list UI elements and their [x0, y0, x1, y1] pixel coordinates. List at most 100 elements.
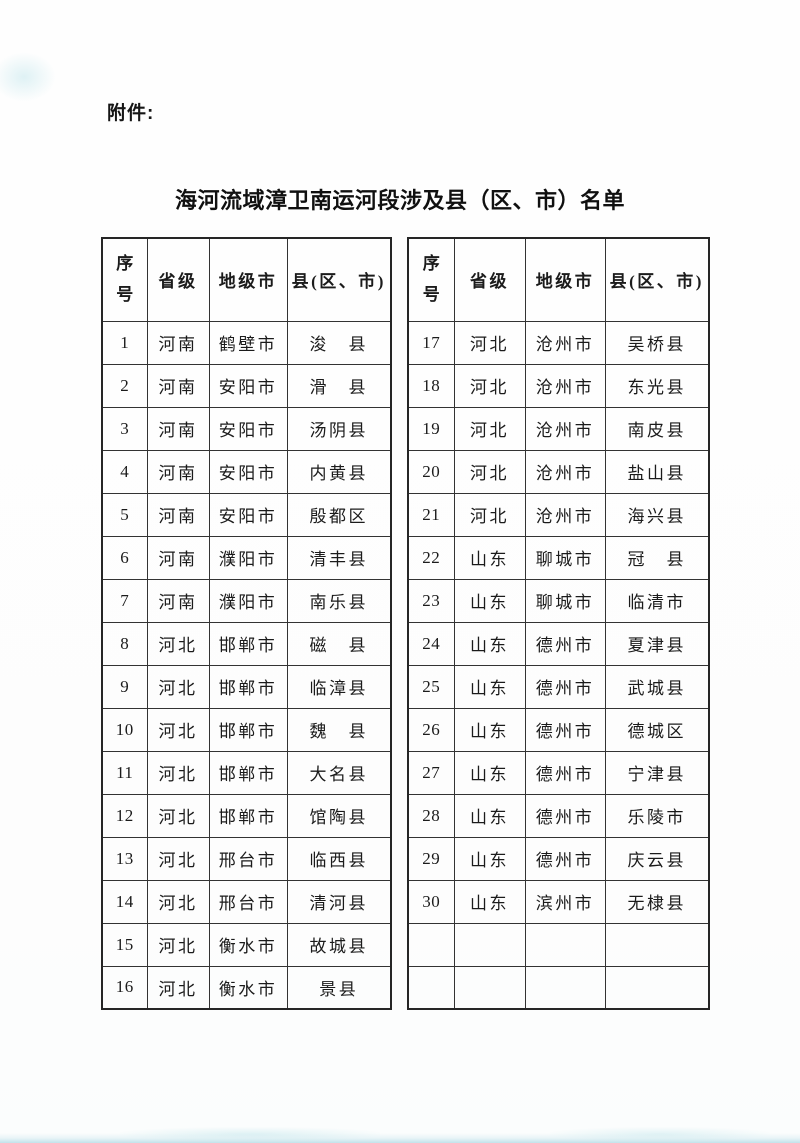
cell-county: 乐陵市: [604, 793, 710, 838]
county-table-left: 序号 省级 地级市 县(区、市) 1 河南 鹤壁市浚 县 2 河南 安阳市滑 县 3 河南 安阳…: [101, 237, 392, 1010]
cell-seq: 9: [101, 664, 148, 709]
county-table-right: 序号 省级 地级市 县(区、市) 17 河北 沧州市 吴桥县 18 河北 沧州市 东光县 19 河…: [407, 237, 710, 1010]
cell-province: 河南: [146, 320, 210, 365]
cell-county: [604, 922, 710, 967]
cell-county: 清河县: [286, 879, 392, 924]
table-body-left: 1 河南 鹤壁市浚 县 2 河南 安阳市滑 县 3 河南 安阳市 汤阴县 4 河南 安阳市 内黄县 5 河南安…: [101, 320, 392, 1010]
table-row: 25 山东 德州市 武城县: [407, 664, 710, 709]
cell-city: 邢台市: [208, 879, 288, 924]
cell-city: 邯郸市: [208, 750, 288, 795]
cell-county: 冠 县: [604, 535, 710, 580]
cell-province: 河北: [146, 750, 210, 795]
cell-county: 内黄县: [286, 449, 392, 494]
cell-county: 大名县: [286, 750, 392, 795]
cell-province: 山东: [453, 535, 526, 580]
table-header-right: 序号 省级 地级市 县(区、市): [407, 237, 710, 322]
cell-seq: 11: [101, 750, 148, 795]
table-header-left: 序号 省级 地级市 县(区、市): [101, 237, 392, 322]
cell-province: 山东: [453, 707, 526, 752]
cell-city: [524, 965, 606, 1010]
table-row: 22 山东 聊城市冠 县: [407, 535, 710, 580]
cell-seq: 29: [407, 836, 455, 881]
cell-seq: 26: [407, 707, 455, 752]
table-row: 10 河北 邯郸市魏 县: [101, 707, 392, 752]
cell-seq: [407, 922, 455, 967]
cell-city: 安阳市: [208, 406, 288, 451]
cell-city: 濮阳市: [208, 535, 288, 580]
cell-province: 河北: [146, 707, 210, 752]
cell-city: 沧州市: [524, 449, 606, 494]
cell-city: 德州市: [524, 664, 606, 709]
cell-city: 德州市: [524, 750, 606, 795]
cell-seq: 30: [407, 879, 455, 924]
cell-seq: 27: [407, 750, 455, 795]
cell-city: 邢台市: [208, 836, 288, 881]
cell-city: 沧州市: [524, 492, 606, 537]
cell-county: 浚 县: [286, 320, 392, 365]
cell-province: 河南: [146, 535, 210, 580]
cell-province: 山东: [453, 879, 526, 924]
column-header-county: 县(区、市): [286, 237, 392, 322]
cell-city: 聊城市: [524, 578, 606, 623]
cell-province: 山东: [453, 750, 526, 795]
page-title: 海河流域漳卫南运河段涉及县（区、市）名单: [174, 188, 625, 213]
table-row: 21 河北 沧州市 海兴县: [407, 492, 710, 537]
cell-province: 河北: [146, 879, 210, 924]
table-row: 9 河北 邯郸市 临漳县: [101, 664, 392, 709]
cell-seq: 12: [101, 793, 148, 838]
cell-county: 庆云县: [604, 836, 710, 881]
table-row: 29 山东 德州市 庆云县: [407, 836, 710, 881]
cell-seq: 23: [407, 578, 455, 623]
cell-seq: 8: [101, 621, 148, 666]
cell-province: 河北: [146, 922, 210, 967]
table-row: 4 河南 安阳市 内黄县: [101, 449, 392, 494]
cell-province: 河北: [453, 363, 526, 408]
cell-city: 邯郸市: [208, 664, 288, 709]
cell-county: 临清市: [604, 578, 710, 623]
cell-city: 滨州市: [524, 879, 606, 924]
table-row: 27 山东 德州市 宁津县: [407, 750, 710, 795]
cell-county: 馆陶县: [286, 793, 392, 838]
table-row: 13 河北 邢台市 临西县: [101, 836, 392, 881]
cell-county: 磁 县: [286, 621, 392, 666]
cell-seq: 15: [101, 922, 148, 967]
cell-city: 聊城市: [524, 535, 606, 580]
cell-province: 河南: [146, 578, 210, 623]
cell-province: 河北: [146, 621, 210, 666]
cell-seq: 1: [101, 320, 148, 365]
table-row: 18 河北 沧州市 东光县: [407, 363, 710, 408]
cell-city: 衡水市: [208, 922, 288, 967]
cell-province: [453, 922, 526, 967]
scan-edge-fringe: [0, 1133, 800, 1143]
column-header-province: 省级: [146, 237, 210, 322]
cell-seq: 10: [101, 707, 148, 752]
cell-city: 濮阳市: [208, 578, 288, 623]
cell-province: 河北: [453, 320, 526, 365]
cell-city: 邯郸市: [208, 793, 288, 838]
cell-city: 邯郸市: [208, 707, 288, 752]
cell-seq: 5: [101, 492, 148, 537]
table-row: 17 河北 沧州市 吴桥县: [407, 320, 710, 365]
table-row: 15 河北 衡水市 故城县: [101, 922, 392, 967]
cell-county: [604, 965, 710, 1010]
cell-province: 河北: [146, 965, 210, 1010]
table-row: 19 河北 沧州市 南皮县: [407, 406, 710, 451]
cell-seq: 25: [407, 664, 455, 709]
cell-city: 沧州市: [524, 320, 606, 365]
cell-county: 海兴县: [604, 492, 710, 537]
cell-province: 河南: [146, 363, 210, 408]
cell-seq: 6: [101, 535, 148, 580]
cell-city: 安阳市: [208, 363, 288, 408]
cell-province: 山东: [453, 793, 526, 838]
cell-seq: 4: [101, 449, 148, 494]
cell-province: 河北: [146, 793, 210, 838]
column-header-county: 县(区、市): [604, 237, 710, 322]
cell-city: 德州市: [524, 793, 606, 838]
header-row: 序号 省级 地级市 县(区、市): [407, 237, 710, 322]
cell-county: 吴桥县: [604, 320, 710, 365]
cell-county: 临漳县: [286, 664, 392, 709]
cell-city: 德州市: [524, 836, 606, 881]
table-row-empty: [407, 922, 710, 967]
table-row: 30 山东 滨州市 无棣县: [407, 879, 710, 924]
